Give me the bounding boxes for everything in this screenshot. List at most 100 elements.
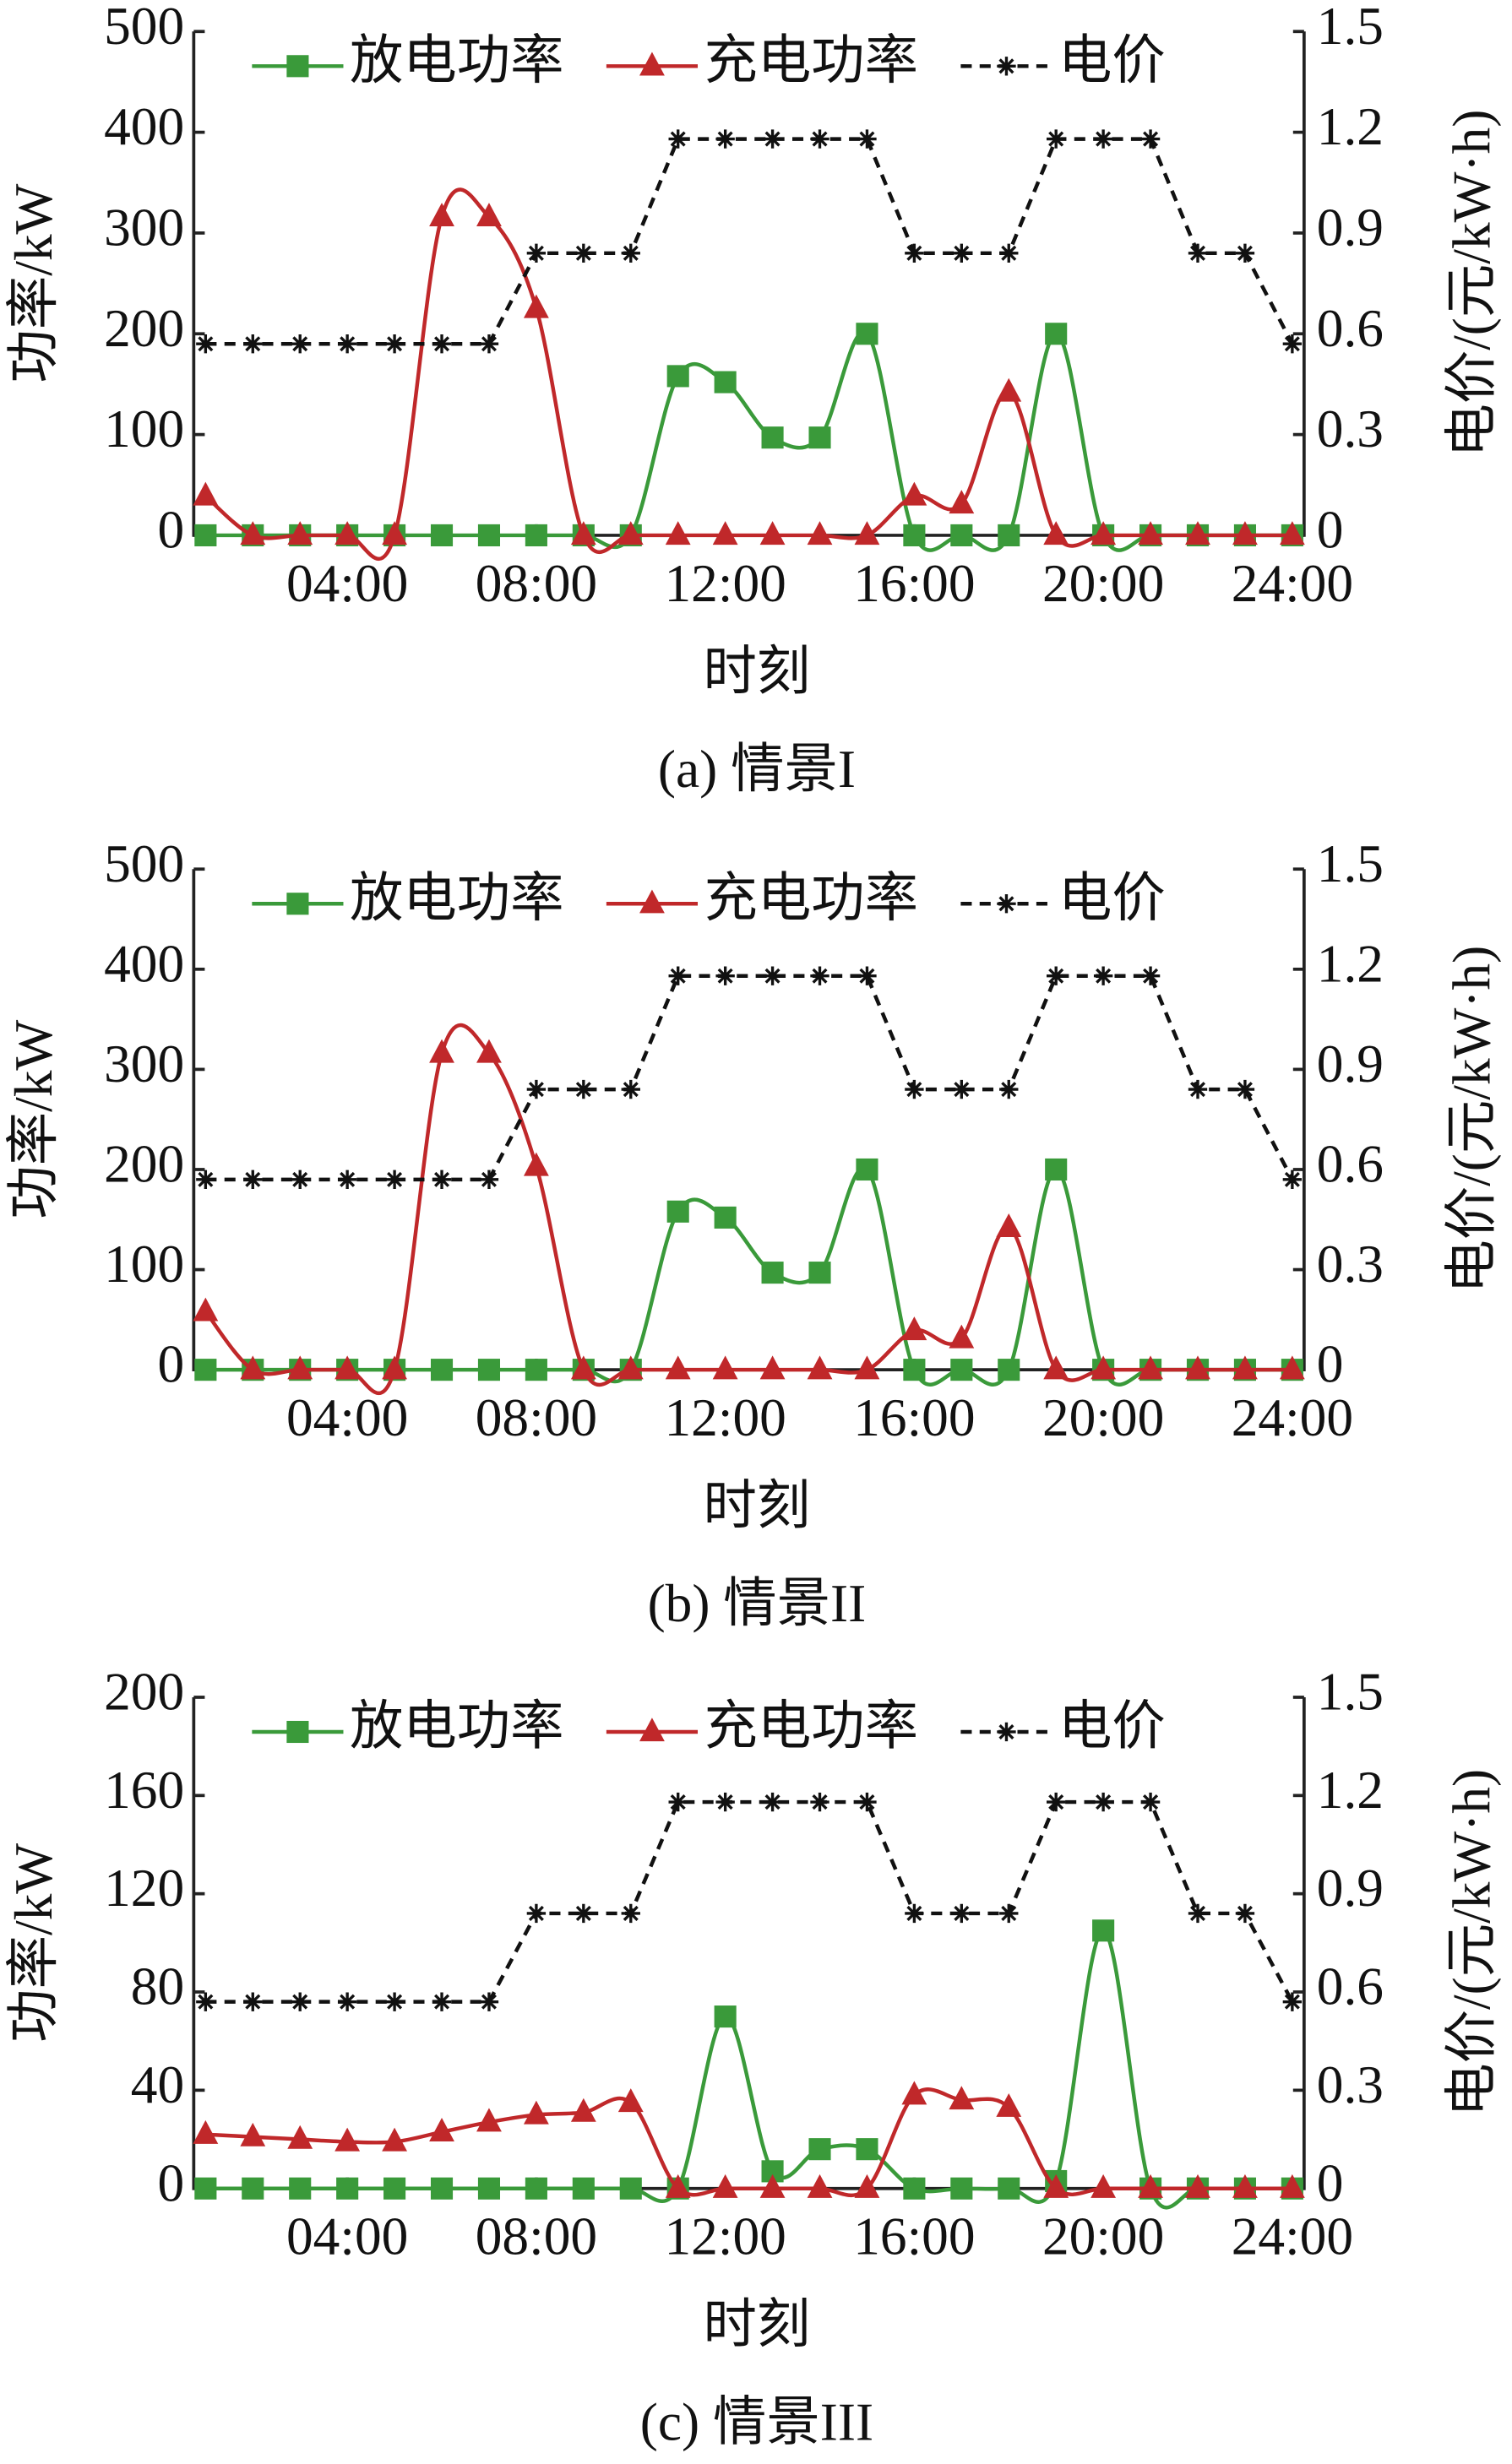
series bbox=[196, 1792, 1303, 2011]
x-tick-label: 08:00 bbox=[476, 2207, 597, 2266]
marker-asterisk bbox=[1093, 1792, 1113, 1812]
y-tick-label: 100 bbox=[104, 1235, 184, 1294]
y2-tick-label: 0.3 bbox=[1317, 399, 1384, 459]
marker-triangle bbox=[1138, 521, 1163, 545]
marker-asterisk bbox=[763, 129, 782, 149]
marker-square bbox=[194, 2177, 217, 2200]
y-axis-label: 功率/kW bbox=[4, 1843, 63, 2043]
marker-triangle bbox=[854, 521, 880, 545]
y-tick-label: 500 bbox=[104, 0, 184, 56]
marker-square bbox=[336, 2177, 359, 2200]
marker-asterisk bbox=[384, 1992, 405, 2011]
marker-asterisk bbox=[1047, 129, 1066, 149]
x-axis-label: 时刻 bbox=[704, 1477, 811, 1536]
series bbox=[194, 323, 1303, 552]
marker-square bbox=[761, 426, 784, 449]
marker-asterisk bbox=[997, 1722, 1016, 1742]
marker-triangle bbox=[570, 1355, 596, 1380]
y2-tick-label: 1.5 bbox=[1317, 0, 1384, 56]
marker-asterisk bbox=[999, 1903, 1019, 1924]
marker-asterisk bbox=[857, 1792, 877, 1812]
y-tick-label: 200 bbox=[104, 1135, 184, 1194]
marker-asterisk bbox=[668, 966, 688, 985]
y2-tick-label: 0.3 bbox=[1317, 2055, 1384, 2114]
series bbox=[193, 187, 1305, 561]
marker-asterisk bbox=[196, 1170, 215, 1190]
marker-square bbox=[194, 524, 217, 546]
y-tick-label: 0 bbox=[157, 2153, 184, 2212]
series-line bbox=[204, 1023, 1292, 1396]
marker-triangle bbox=[639, 1718, 665, 1742]
axes bbox=[192, 31, 1306, 537]
x-tick-label: 20:00 bbox=[1042, 554, 1164, 613]
marker-triangle bbox=[1232, 2174, 1258, 2198]
legend-label: 放电功率 bbox=[350, 31, 563, 90]
marker-square bbox=[194, 1359, 217, 1381]
marker-square bbox=[525, 1359, 547, 1381]
marker-triangle bbox=[759, 1355, 786, 1380]
marker-asterisk bbox=[810, 1792, 829, 1812]
marker-asterisk bbox=[526, 243, 547, 263]
chart-panel: 0 40 80 120 160 200 0 0.3 0.6 0.9 1.2 1.5 04:00 08:00… bbox=[4, 1663, 1501, 2452]
marker-asterisk bbox=[997, 57, 1016, 76]
marker-triangle bbox=[476, 2108, 502, 2132]
marker-asterisk bbox=[621, 243, 640, 263]
chart-panel: 0 100 200 300 400 500 0 0.3 0.6 0.9 1.2 1.5 04:00 08:… bbox=[4, 834, 1501, 1633]
marker-asterisk bbox=[1235, 1903, 1255, 1924]
marker-triangle bbox=[1090, 521, 1117, 545]
marker-square bbox=[903, 2177, 926, 2200]
marker-asterisk bbox=[1188, 1079, 1208, 1099]
series bbox=[196, 129, 1303, 354]
marker-square bbox=[950, 524, 973, 546]
marker-asterisk bbox=[952, 243, 971, 263]
marker-triangle bbox=[570, 2098, 596, 2122]
y2-tick-label: 1.2 bbox=[1317, 1761, 1384, 1820]
y2-tick-label: 1.5 bbox=[1317, 1663, 1384, 1722]
marker-square bbox=[998, 524, 1020, 546]
x-tick-label: 08:00 bbox=[476, 554, 597, 613]
marker-triangle bbox=[1232, 521, 1258, 545]
y-axis-label: 功率/kW bbox=[4, 1020, 63, 1219]
marker-square bbox=[477, 2177, 501, 2200]
marker-triangle bbox=[665, 521, 691, 545]
y2-tick-label: 0.9 bbox=[1317, 198, 1384, 257]
marker-square bbox=[808, 1262, 831, 1284]
y-tick-label: 400 bbox=[104, 97, 184, 156]
marker-triangle bbox=[1279, 521, 1305, 545]
marker-square bbox=[998, 1359, 1020, 1381]
marker-square bbox=[903, 1359, 926, 1381]
marker-asterisk bbox=[763, 1792, 782, 1812]
y2-tick-label: 0.3 bbox=[1317, 1235, 1384, 1294]
marker-triangle bbox=[1185, 521, 1210, 545]
marker-asterisk bbox=[1047, 966, 1066, 985]
marker-square bbox=[525, 524, 547, 546]
series-line bbox=[204, 187, 1292, 561]
marker-triangle bbox=[382, 2127, 408, 2152]
legend-label: 充电功率 bbox=[704, 31, 918, 90]
marker-triangle bbox=[1185, 1355, 1210, 1380]
marker-square bbox=[286, 55, 309, 78]
marker-triangle bbox=[1185, 2174, 1210, 2198]
x-tick-label: 16:00 bbox=[853, 2207, 975, 2266]
marker-triangle bbox=[1138, 2174, 1163, 2198]
series bbox=[196, 966, 1303, 1190]
marker-triangle bbox=[712, 2174, 738, 2198]
marker-triangle bbox=[429, 1039, 454, 1063]
legend-label: 充电功率 bbox=[704, 1697, 918, 1756]
marker-asterisk bbox=[1093, 129, 1113, 149]
marker-triangle bbox=[901, 1316, 927, 1341]
x-tick-label: 16:00 bbox=[853, 554, 975, 613]
marker-triangle bbox=[429, 203, 454, 227]
x-tick-label: 08:00 bbox=[476, 1388, 597, 1447]
marker-triangle bbox=[1043, 521, 1069, 545]
marker-triangle bbox=[901, 481, 927, 506]
marker-square bbox=[242, 2177, 264, 2200]
y-tick-label: 400 bbox=[104, 934, 184, 993]
series-line bbox=[205, 1929, 1292, 2210]
marker-triangle bbox=[1279, 1355, 1305, 1380]
marker-square bbox=[477, 524, 501, 546]
series-line bbox=[205, 2087, 1292, 2198]
x-tick-label: 12:00 bbox=[664, 1388, 786, 1447]
y-tick-label: 500 bbox=[104, 834, 184, 893]
